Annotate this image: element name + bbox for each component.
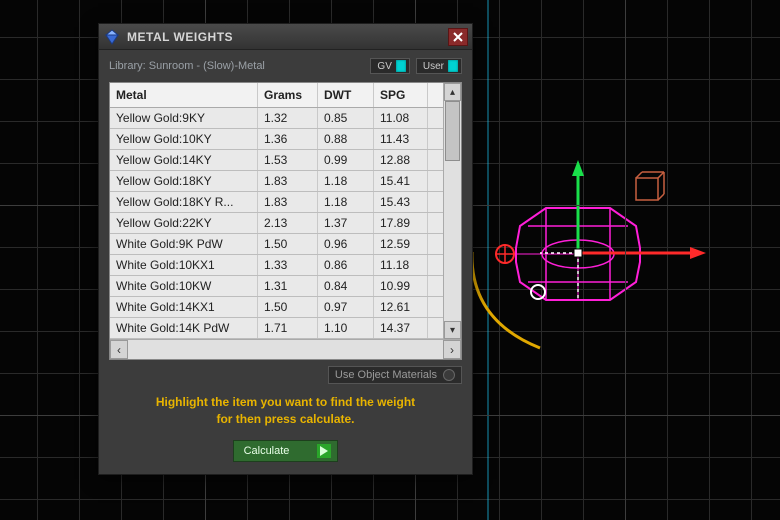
cell-dwt: 0.86 [318,255,374,275]
cell-grams: 1.83 [258,171,318,191]
cell-grams: 1.32 [258,108,318,128]
cell-grams: 1.36 [258,129,318,149]
cell-spg: 15.43 [374,192,428,212]
use-object-materials-label: Use Object Materials [335,369,437,381]
cell-dwt: 1.37 [318,213,374,233]
table-row[interactable]: White Gold:10KX11.330.8611.18 [110,255,461,276]
scroll-up-icon[interactable]: ▴ [444,83,461,101]
radio-icon [443,369,455,381]
cell-metal: Yellow Gold:18KY [110,171,258,191]
dialog-title: METAL WEIGHTS [127,30,448,44]
cell-dwt: 0.84 [318,276,374,296]
cell-metal: Yellow Gold:10KY [110,129,258,149]
cell-dwt: 0.99 [318,150,374,170]
cell-grams: 2.13 [258,213,318,233]
cell-spg: 17.89 [374,213,428,233]
cell-metal: Yellow Gold:22KY [110,213,258,233]
vertical-scrollbar[interactable]: ▴ ▾ [443,83,461,339]
table-row[interactable]: Yellow Gold:18KY R...1.831.1815.43 [110,192,461,213]
cell-metal: Yellow Gold:18KY R... [110,192,258,212]
metal-weights-dialog: METAL WEIGHTS Library: Sunroom - (Slow)-… [98,23,473,475]
table-row[interactable]: White Gold:9K PdW1.500.9612.59 [110,234,461,255]
col-grams[interactable]: Grams [258,83,318,107]
table-row[interactable]: White Gold:14KX11.500.9712.61 [110,297,461,318]
led-icon [396,60,406,72]
cell-dwt: 0.85 [318,108,374,128]
scroll-left-icon[interactable]: ‹ [110,340,128,359]
cell-spg: 11.08 [374,108,428,128]
play-icon [317,444,331,458]
table-row[interactable]: Yellow Gold:14KY1.530.9912.88 [110,150,461,171]
cell-metal: White Gold:14KX1 [110,297,258,317]
cell-metal: White Gold:10KW [110,276,258,296]
cell-dwt: 1.18 [318,192,374,212]
table-row[interactable]: Yellow Gold:18KY1.831.1815.41 [110,171,461,192]
calculate-label: Calculate [244,445,290,457]
col-metal[interactable]: Metal [110,83,258,107]
cell-grams: 1.83 [258,192,318,212]
cell-grams: 1.50 [258,234,318,254]
close-button[interactable] [448,28,468,46]
cell-metal: Yellow Gold:14KY [110,150,258,170]
titlebar[interactable]: METAL WEIGHTS [99,24,472,50]
led-icon [448,60,458,72]
cell-grams: 1.53 [258,150,318,170]
horizontal-scrollbar[interactable]: ‹ › [110,339,461,359]
cell-spg: 10.99 [374,276,428,296]
cell-grams: 1.50 [258,297,318,317]
table-row[interactable]: Yellow Gold:22KY2.131.3717.89 [110,213,461,234]
cell-spg: 11.18 [374,255,428,275]
scroll-thumb[interactable] [445,101,460,161]
library-label: Library: Sunroom - (Slow)-Metal [109,60,370,72]
use-object-materials-button[interactable]: Use Object Materials [328,366,462,384]
hint-text: Highlight the item you want to find the … [127,394,444,428]
table-row[interactable]: White Gold:10KW1.310.8410.99 [110,276,461,297]
cell-dwt: 0.88 [318,129,374,149]
metal-table: Metal Grams DWT SPG Yellow Gold:9KY1.320… [109,82,462,360]
cell-dwt: 1.18 [318,171,374,191]
col-dwt[interactable]: DWT [318,83,374,107]
table-row[interactable]: Yellow Gold:9KY1.320.8511.08 [110,108,461,129]
cell-grams: 1.33 [258,255,318,275]
col-spg[interactable]: SPG [374,83,428,107]
cell-grams: 1.71 [258,318,318,338]
cell-spg: 12.88 [374,150,428,170]
toggle-user[interactable]: User [416,58,462,74]
toggle-gv[interactable]: GV [370,58,409,74]
cell-metal: White Gold:10KX1 [110,255,258,275]
cell-spg: 11.43 [374,129,428,149]
scroll-down-icon[interactable]: ▾ [444,321,461,339]
table-header: Metal Grams DWT SPG [110,83,461,108]
cell-spg: 12.61 [374,297,428,317]
cell-metal: White Gold:9K PdW [110,234,258,254]
cell-dwt: 1.10 [318,318,374,338]
cell-grams: 1.31 [258,276,318,296]
cell-spg: 15.41 [374,171,428,191]
cell-spg: 12.59 [374,234,428,254]
table-row[interactable]: Yellow Gold:10KY1.360.8811.43 [110,129,461,150]
scroll-right-icon[interactable]: › [443,340,461,359]
cell-spg: 14.37 [374,318,428,338]
cell-dwt: 0.97 [318,297,374,317]
app-icon [103,28,121,46]
toggle-user-label: User [423,61,444,72]
calculate-button[interactable]: Calculate [233,440,339,462]
cell-dwt: 0.96 [318,234,374,254]
table-row[interactable]: White Gold:14K PdW1.711.1014.37 [110,318,461,339]
cell-metal: White Gold:14K PdW [110,318,258,338]
cell-metal: Yellow Gold:9KY [110,108,258,128]
toggle-gv-label: GV [377,61,391,72]
